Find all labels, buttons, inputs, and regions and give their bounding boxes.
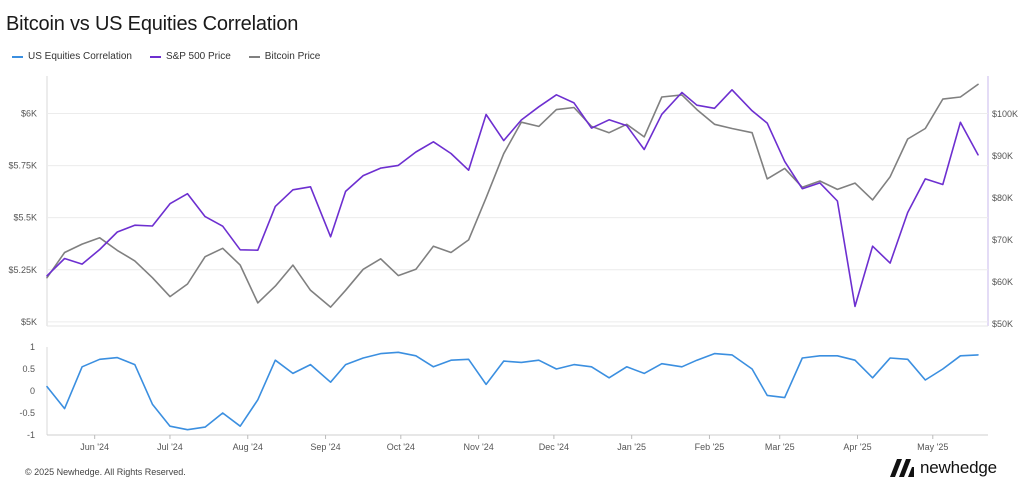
- x-tick-label: Jun '24: [80, 442, 109, 452]
- corr-tick-label: 0: [30, 386, 35, 396]
- left-tick-label: $6K: [21, 109, 37, 119]
- x-tick-label: Mar '25: [765, 442, 795, 452]
- x-tick-label: Dec '24: [539, 442, 569, 452]
- x-tick-label: May '25: [917, 442, 948, 452]
- right-tick-label: $70K: [992, 235, 1013, 245]
- x-tick-label: Apr '25: [843, 442, 871, 452]
- x-tick-label: Feb '25: [695, 442, 725, 452]
- legend-item-correlation[interactable]: US Equities Correlation: [12, 51, 132, 62]
- x-tick-label: Jul '24: [157, 442, 183, 452]
- legend-item-sp500[interactable]: S&P 500 Price: [149, 51, 231, 62]
- left-tick-label: $5K: [21, 317, 37, 327]
- legend-swatch-bitcoin: [248, 55, 260, 58]
- correlation-line: [46, 351, 979, 431]
- legend-label-sp500: S&P 500 Price: [165, 51, 231, 62]
- corr-tick-label: -0.5: [19, 408, 35, 418]
- page-title: Bitcoin vs US Equities Correlation: [6, 13, 299, 35]
- right-tick-label: $100K: [992, 109, 1018, 119]
- x-tick-label: Oct '24: [387, 442, 415, 452]
- left-tick-label: $5.5K: [13, 213, 37, 223]
- newhedge-logo-icon: [890, 459, 914, 477]
- corr-tick-label: -1: [27, 430, 35, 440]
- right-tick-label: $50K: [992, 319, 1013, 329]
- legend-swatch-sp500: [149, 55, 161, 58]
- legend-label-bitcoin: Bitcoin Price: [264, 51, 321, 62]
- chart-legend: US Equities Correlation S&P 500 Price Bi…: [12, 51, 320, 62]
- right-tick-label: $90K: [992, 151, 1013, 161]
- bitcoin-price-line: [46, 83, 979, 308]
- legend-label-correlation: US Equities Correlation: [28, 51, 132, 62]
- x-tick-label: Sep '24: [310, 442, 340, 452]
- corr-tick-label: 1: [30, 342, 35, 352]
- sp500-price-line: [46, 89, 979, 308]
- right-tick-label: $80K: [992, 193, 1013, 203]
- brand-logo: newhedge: [890, 458, 997, 478]
- corr-tick-label: 0.5: [22, 364, 35, 374]
- x-tick-label: Jan '25: [617, 442, 646, 452]
- x-tick-label: Aug '24: [233, 442, 263, 452]
- right-tick-label: $60K: [992, 277, 1013, 287]
- legend-swatch-correlation: [12, 55, 23, 58]
- copyright-footer: © 2025 Newhedge. All Rights Reserved.: [25, 467, 186, 477]
- legend-item-bitcoin[interactable]: Bitcoin Price: [248, 51, 321, 62]
- left-tick-label: $5.75K: [8, 161, 37, 171]
- x-tick-label: Nov '24: [463, 442, 493, 452]
- brand-name: newhedge: [920, 458, 997, 477]
- left-tick-label: $5.25K: [8, 265, 37, 275]
